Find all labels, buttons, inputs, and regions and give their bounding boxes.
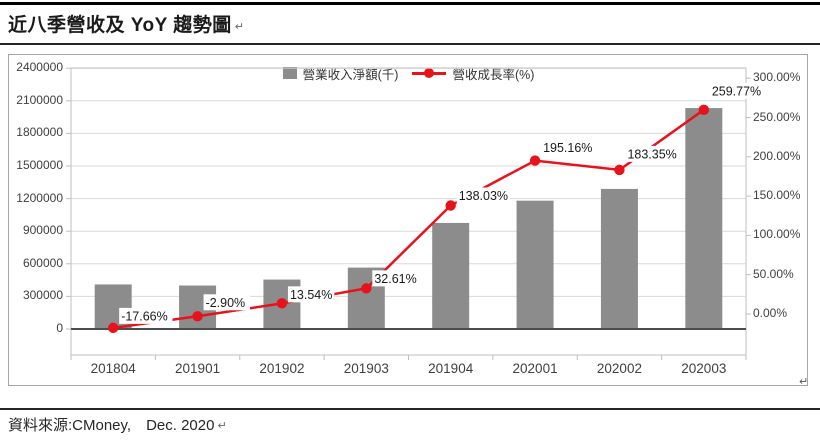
yoy-point bbox=[698, 104, 710, 116]
data-label-bg bbox=[203, 294, 250, 311]
left-axis-tick-label: 300000 bbox=[22, 288, 63, 303]
data-label-bg bbox=[709, 82, 764, 99]
x-axis-category-label: 201901 bbox=[175, 361, 221, 376]
data-source-caption: 資料來源:CMoney, Dec. 2020 ↵ bbox=[8, 414, 227, 435]
legend-growth-label: 營收成長率(%) bbox=[452, 67, 535, 82]
right-axis-tick-label: 200.00% bbox=[753, 148, 801, 163]
data-label-bg bbox=[541, 139, 595, 156]
data-label-bg bbox=[456, 187, 510, 204]
revenue-bar bbox=[516, 200, 554, 329]
revenue-bar bbox=[685, 108, 723, 330]
paragraph-mark-icon: ↵ bbox=[234, 21, 245, 33]
source-divider-rule bbox=[0, 408, 820, 410]
yoy-point bbox=[445, 200, 456, 211]
left-axis-tick-label: 1500000 bbox=[16, 158, 63, 172]
bar-swatch-icon bbox=[282, 67, 297, 79]
object-anchor-mark-icon: ↵ bbox=[799, 376, 809, 388]
left-axis-tick-label: 0 bbox=[56, 321, 63, 335]
chart-legend: 營業收入淨額(千) 營收成長率(%) bbox=[71, 63, 746, 83]
data-label-bg bbox=[625, 145, 679, 162]
x-axis-category-label: 202003 bbox=[681, 361, 727, 376]
page-title-text: 近八季營收及 YoY 趨勢圖 bbox=[8, 15, 232, 36]
right-axis-tick-label: 50.00% bbox=[753, 266, 794, 281]
page-title: 近八季營收及 YoY 趨勢圖 ↵ bbox=[8, 10, 244, 37]
x-axis-category-label: 202001 bbox=[512, 361, 558, 376]
right-axis-tick-label: 250.00% bbox=[753, 109, 801, 124]
revenue-bar bbox=[432, 222, 470, 329]
chart-frame: 營業收入淨額(千) 營收成長率(%) -17.66% -2.90% 13.54% 32… bbox=[8, 54, 808, 386]
x-axis-category-label: 201804 bbox=[90, 361, 136, 376]
x-axis-category-label: 201904 bbox=[428, 361, 474, 376]
yoy-point bbox=[614, 164, 625, 176]
left-axis-tick-label: 1800000 bbox=[16, 125, 63, 140]
left-axis-tick-label: 2100000 bbox=[16, 92, 63, 107]
right-axis-tick-label: 0.00% bbox=[753, 306, 788, 320]
line-dot-swatch-icon bbox=[412, 67, 447, 79]
yoy-point bbox=[276, 298, 288, 309]
data-label: 195.16% bbox=[543, 141, 592, 155]
data-label: 13.54% bbox=[290, 288, 332, 302]
yoy-point bbox=[529, 155, 541, 166]
yoy-point bbox=[107, 322, 119, 334]
right-axis-tick-label: 300.00% bbox=[753, 70, 801, 85]
x-axis-category-label: 202002 bbox=[596, 361, 642, 376]
x-axis-category-label: 201903 bbox=[343, 361, 389, 376]
yoy-line bbox=[113, 108, 705, 330]
data-label: 32.61% bbox=[374, 272, 416, 286]
right-axis-tick-label: 100.00% bbox=[753, 227, 801, 242]
data-label: 138.03% bbox=[459, 189, 508, 203]
paragraph-mark-icon: ↵ bbox=[217, 420, 227, 432]
data-label: 183.35% bbox=[627, 147, 676, 161]
data-label-bg bbox=[119, 307, 173, 324]
plot-area: -17.66% -2.90% 13.54% 32.61% 138.03% 195.16% 1… bbox=[66, 67, 764, 360]
title-divider-rule bbox=[0, 43, 820, 45]
legend-item-revenue: 營業收入淨額(千) bbox=[282, 64, 399, 83]
data-label-bg bbox=[287, 286, 335, 303]
right-axis-tick-label: 150.00% bbox=[753, 188, 801, 203]
data-label-bg bbox=[372, 270, 419, 287]
top-border-rule bbox=[0, 2, 820, 5]
left-axis-tick-label: 900000 bbox=[22, 223, 63, 238]
yoy-point bbox=[192, 311, 203, 322]
x-axis-category-label: 201902 bbox=[259, 361, 305, 376]
data-label: -2.90% bbox=[206, 296, 246, 310]
legend-revenue-label: 營業收入淨額(千) bbox=[302, 67, 399, 82]
source-text: 資料來源:CMoney, Dec. 2020 bbox=[8, 417, 215, 434]
data-label: -17.66% bbox=[121, 309, 168, 323]
yoy-point bbox=[361, 283, 372, 294]
revenue-bar bbox=[600, 188, 638, 329]
legend-item-growth: 營收成長率(%) bbox=[412, 64, 534, 83]
data-label: 259.77% bbox=[712, 84, 761, 98]
left-axis-tick-label: 1200000 bbox=[16, 190, 63, 205]
left-axis-tick-label: 600000 bbox=[22, 255, 63, 270]
left-axis-tick-label: 2400000 bbox=[16, 60, 63, 75]
